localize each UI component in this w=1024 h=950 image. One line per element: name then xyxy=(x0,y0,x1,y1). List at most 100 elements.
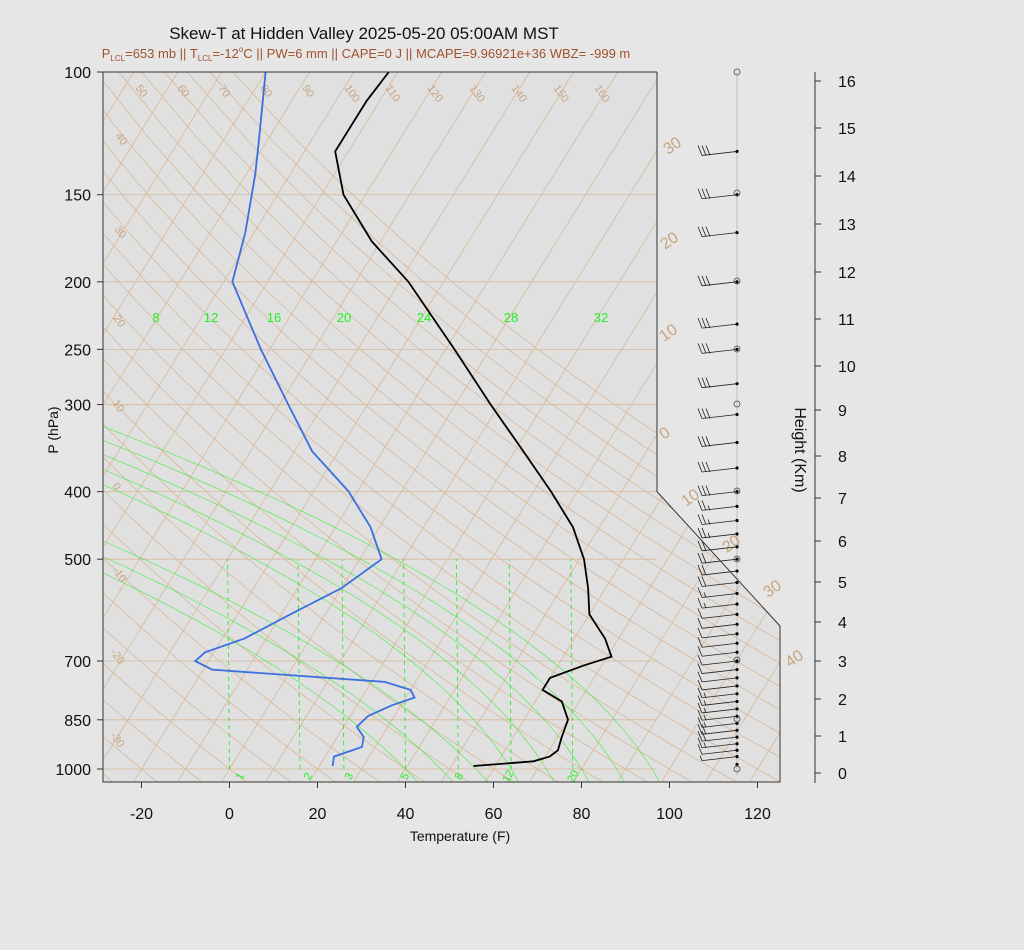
wind-barb-flag xyxy=(701,576,707,587)
pressure-tick-label: 250 xyxy=(64,342,91,359)
wind-barb-flag xyxy=(705,408,711,419)
wind-barb-flag xyxy=(697,343,703,354)
wind-barb-flag xyxy=(705,377,711,388)
mixing-ratio-label: 12 xyxy=(500,768,517,785)
temperature-tick-label: 60 xyxy=(485,806,503,823)
wind-barb xyxy=(701,633,738,639)
wind-barb xyxy=(701,756,738,762)
wind-barb-flag xyxy=(697,576,703,587)
wind-barb-flag xyxy=(697,275,703,286)
wind-barb-flag xyxy=(703,692,707,698)
wind-barb-flag xyxy=(705,226,711,237)
height-tick-label: 6 xyxy=(838,534,847,551)
isotherm-line xyxy=(660,72,780,782)
mixing-ratio-label: 16 xyxy=(267,310,281,325)
height-tick-label: 4 xyxy=(838,615,847,632)
pressure-tick-label: 100 xyxy=(64,65,91,82)
barb-point xyxy=(735,762,739,767)
dry-adiabat-line xyxy=(103,72,740,782)
dry-adiabat-line xyxy=(103,72,517,782)
wind-barb-flag xyxy=(701,436,707,447)
isotherm-line xyxy=(103,72,310,782)
mixing-ratio-line xyxy=(570,559,574,770)
wind-barb-flag xyxy=(697,377,703,388)
dry-adiabat-line xyxy=(103,72,780,782)
barb-level-ring xyxy=(733,345,741,353)
height-tick-label: 14 xyxy=(838,169,856,186)
wind-barb xyxy=(701,520,738,525)
wind-barb-flag xyxy=(697,540,703,551)
wind-barb-flag xyxy=(701,514,707,525)
pressure-tick-label: 500 xyxy=(64,552,91,569)
temperature-tick-label: 80 xyxy=(573,806,591,823)
wind-barb xyxy=(701,685,738,691)
dewpoint-line xyxy=(193,71,416,767)
wind-barb-flag xyxy=(697,436,703,447)
wind-barb-flag xyxy=(703,715,707,721)
mixing-ratio-label: 32 xyxy=(594,310,608,325)
wind-barb xyxy=(701,603,738,609)
wind-barb xyxy=(701,736,738,742)
wind-barb xyxy=(701,414,738,419)
height-tick-label: 7 xyxy=(838,491,847,508)
wind-barb-flag xyxy=(701,730,707,742)
isotherm-line xyxy=(616,72,780,782)
wind-barb-flag xyxy=(705,145,711,156)
wind-barb-flag xyxy=(697,485,703,496)
wind-barb xyxy=(701,613,738,619)
isotherm-line xyxy=(264,72,706,782)
wind-barb-flag xyxy=(697,461,703,473)
wind-barb-flag xyxy=(697,695,703,706)
isotherm-label: 60 xyxy=(175,83,192,100)
wind-barb-flag xyxy=(697,145,703,156)
wind-barb-flag xyxy=(705,485,711,496)
wind-barb-flag xyxy=(697,654,703,666)
wind-barb xyxy=(701,348,738,354)
wind-barb-flag xyxy=(697,564,703,576)
mixing-ratio-label: 5 xyxy=(399,771,412,782)
mixing-ratio-label: 8 xyxy=(152,310,159,325)
wind-barb xyxy=(701,708,738,714)
wind-barb-flag xyxy=(697,671,703,683)
wind-barb-flag xyxy=(697,710,703,721)
wind-barb xyxy=(701,660,738,666)
wind-barb-flag xyxy=(703,722,707,728)
wind-barb-flag xyxy=(701,500,707,511)
pressure-tick-label: 850 xyxy=(64,713,91,730)
isotherm-line xyxy=(1012,72,1024,784)
pressure-tick-label: 1000 xyxy=(55,762,91,779)
isotherm-line xyxy=(132,72,574,782)
wind-barb xyxy=(701,749,738,755)
isotherm-line xyxy=(880,72,1024,784)
wind-barb-flag xyxy=(703,592,707,598)
isotherm-line xyxy=(836,72,1024,784)
wind-barb xyxy=(701,546,738,552)
dry-adiabat-line xyxy=(103,72,428,782)
isotherm-label: 70 xyxy=(216,83,233,100)
mixing-ratio-label: 8 xyxy=(453,771,466,782)
wind-barb-flag xyxy=(697,737,703,748)
mixing-ratio-label: 20 xyxy=(565,768,582,785)
barb-level-ring xyxy=(733,189,741,197)
isotherm-line xyxy=(103,72,530,782)
temperature-tick-label: 120 xyxy=(744,806,771,823)
wind-barb xyxy=(701,623,738,629)
wind-barb-flag xyxy=(701,343,707,354)
moist-adiabat-line xyxy=(103,323,556,782)
mixing-ratio-label: 28 xyxy=(504,310,518,325)
mixing-ratio-line xyxy=(227,559,230,770)
dry-adiabat-line xyxy=(103,72,383,782)
wind-barb-flag xyxy=(701,461,707,473)
dry-adiabat-label: 30 xyxy=(661,134,685,158)
barb-level-ring xyxy=(733,487,741,495)
temperature-line xyxy=(334,71,613,767)
chart-title: Skew-T at Hidden Valley 2025-05-20 05:00… xyxy=(169,24,559,43)
moist-adiabat-line xyxy=(103,323,490,782)
wind-barb-flag xyxy=(697,188,703,199)
wind-barb-flag xyxy=(705,436,711,447)
temperature-tick-label: -20 xyxy=(130,806,153,823)
wind-barb-flag xyxy=(697,717,703,728)
dry-adiabat-line xyxy=(118,72,780,782)
wind-barb-flag xyxy=(699,755,703,761)
